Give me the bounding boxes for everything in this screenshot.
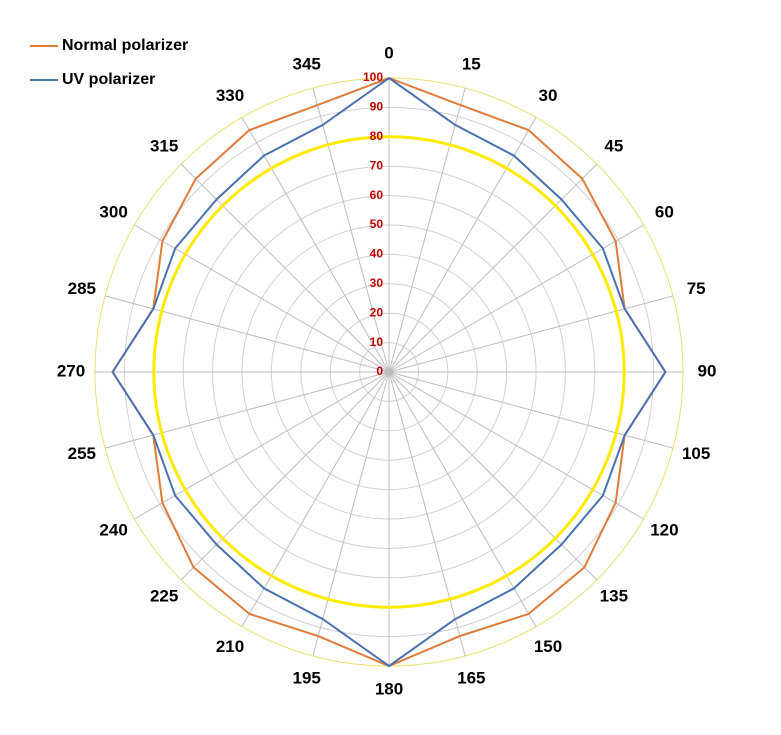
r-tick-label: 50 <box>370 217 384 231</box>
spoke <box>388 224 644 373</box>
category-label: 345 <box>293 54 321 73</box>
category-label: 165 <box>457 669 485 688</box>
category-label: 120 <box>650 520 678 539</box>
r-tick-label: 10 <box>370 335 384 349</box>
spoke <box>180 163 390 373</box>
category-label: 225 <box>150 586 178 605</box>
spoke <box>241 371 390 627</box>
category-label: 195 <box>293 669 321 688</box>
spoke <box>388 87 466 373</box>
category-label: 240 <box>99 520 127 539</box>
category-label: 45 <box>604 137 623 156</box>
legend-label: Normal polarizer <box>62 37 188 54</box>
category-label: 0 <box>384 43 393 62</box>
category-label: 255 <box>68 444 96 463</box>
reference-ring <box>152 135 626 609</box>
spoke <box>104 295 390 373</box>
spoke <box>312 371 390 657</box>
r-tick-label: 30 <box>370 276 384 290</box>
legend-label: UV polarizer <box>62 71 155 88</box>
category-label: 330 <box>216 86 244 105</box>
category-label: 60 <box>655 202 674 221</box>
spoke <box>388 371 644 520</box>
r-tick-label: 0 <box>376 364 383 378</box>
r-tick-label: 40 <box>370 247 384 261</box>
category-label: 300 <box>99 202 127 221</box>
category-label: 30 <box>539 86 558 105</box>
spoke <box>312 87 390 373</box>
spoke <box>388 371 466 657</box>
r-tick-label: 60 <box>370 188 384 202</box>
category-label: 15 <box>462 54 481 73</box>
spoke <box>104 371 390 449</box>
spoke <box>388 295 674 373</box>
category-label: 285 <box>68 279 96 298</box>
spoke <box>388 117 537 373</box>
r-tick-label: 20 <box>370 305 384 319</box>
category-label: 210 <box>216 637 244 656</box>
r-tick-label: 90 <box>370 100 384 114</box>
spoke <box>388 371 537 627</box>
spoke <box>241 117 390 373</box>
spoke <box>180 371 390 581</box>
category-label: 315 <box>150 137 178 156</box>
category-label: 150 <box>534 637 562 656</box>
r-tick-label: 100 <box>363 70 383 84</box>
category-label: 270 <box>57 361 85 380</box>
spoke <box>134 224 390 373</box>
category-label: 105 <box>682 444 710 463</box>
category-label: 180 <box>375 679 403 698</box>
series-line <box>111 77 667 668</box>
r-tick-label: 70 <box>370 158 384 172</box>
spoke <box>388 371 674 449</box>
category-label: 90 <box>698 361 717 380</box>
category-label: 75 <box>687 279 706 298</box>
r-tick-label: 80 <box>370 129 384 143</box>
category-label: 135 <box>600 586 628 605</box>
spoke <box>388 163 598 373</box>
spoke <box>388 371 598 581</box>
spoke <box>134 371 390 520</box>
